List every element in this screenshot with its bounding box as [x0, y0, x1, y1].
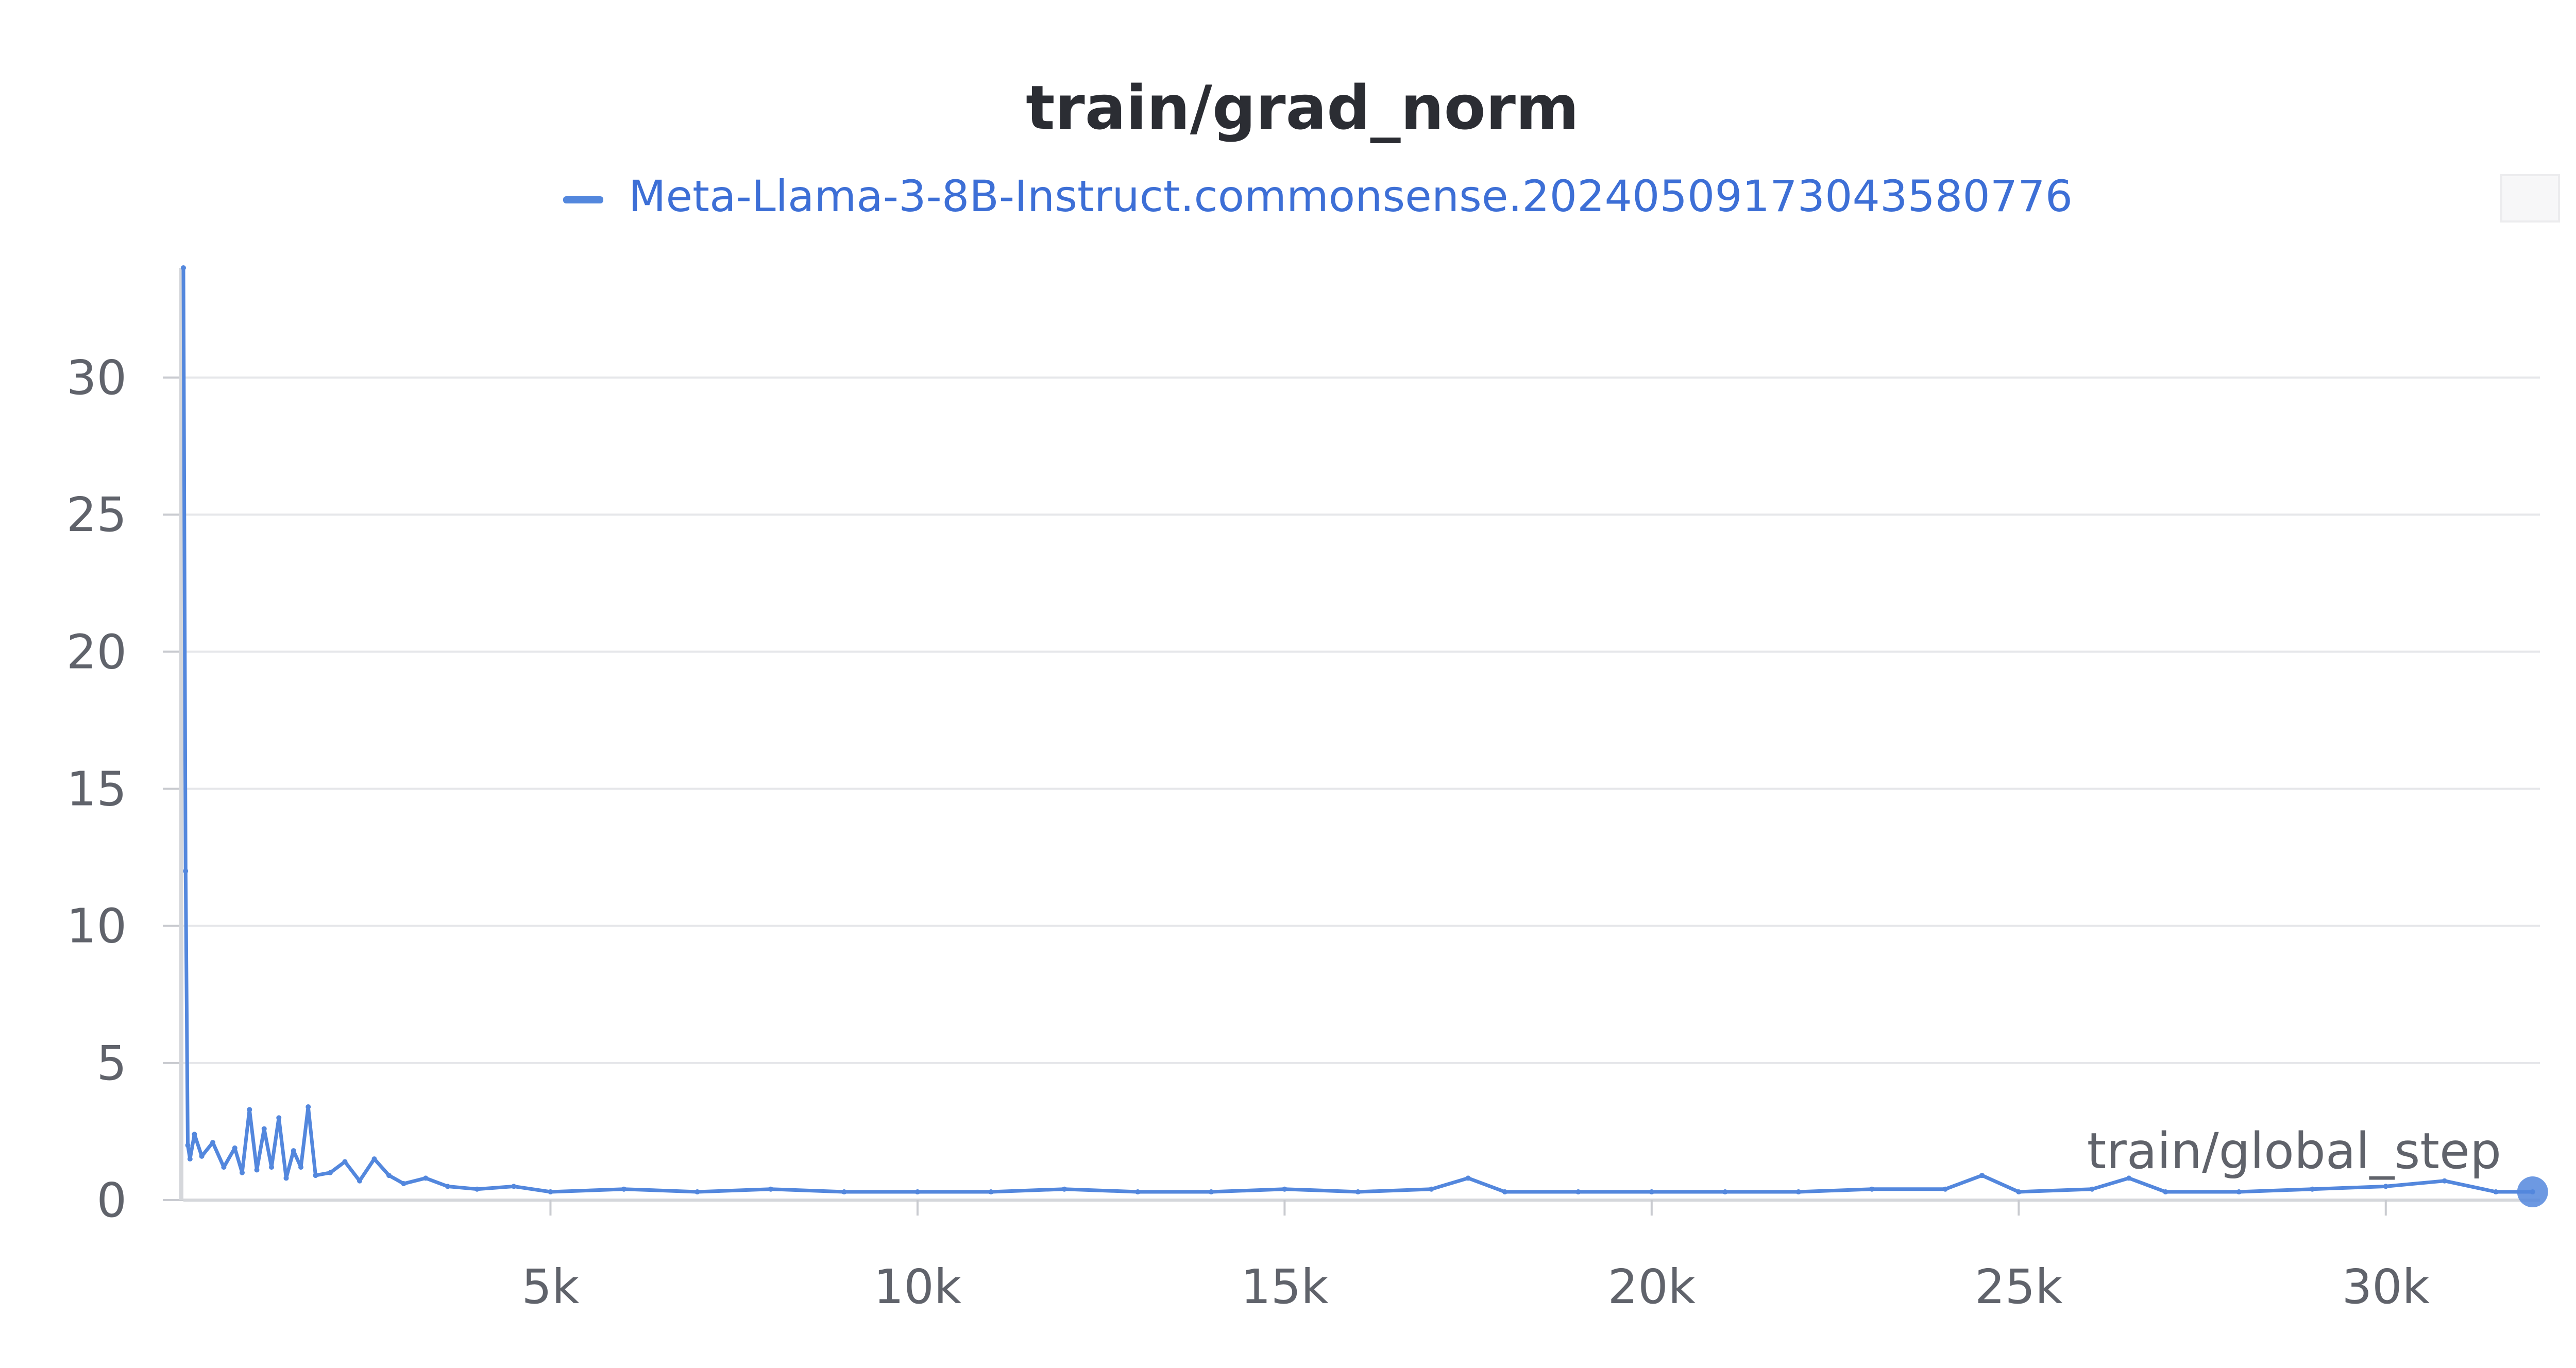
data-point — [1502, 1189, 1507, 1195]
data-point — [768, 1186, 773, 1192]
data-point — [2310, 1186, 2315, 1192]
data-point — [1795, 1189, 1801, 1195]
data-point — [283, 1175, 289, 1181]
data-point — [2236, 1189, 2242, 1195]
x-tick-label: 20k — [1608, 1259, 1696, 1314]
data-point — [291, 1148, 296, 1154]
panel-control-box[interactable] — [2500, 174, 2560, 223]
y-tick-label: 5 — [96, 1036, 127, 1091]
data-point — [199, 1153, 205, 1159]
y-tick-label: 25 — [66, 487, 127, 542]
data-point — [548, 1189, 553, 1195]
data-point — [914, 1189, 920, 1195]
data-point — [445, 1184, 450, 1189]
data-point — [401, 1181, 406, 1187]
data-point — [1061, 1186, 1067, 1192]
data-point — [1135, 1189, 1141, 1195]
data-point — [1979, 1173, 1985, 1178]
data-point — [1429, 1186, 1434, 1192]
y-tick-label: 10 — [66, 899, 127, 954]
y-tick-label: 0 — [96, 1173, 127, 1228]
data-point — [841, 1189, 847, 1195]
data-point — [306, 1104, 311, 1109]
data-point — [357, 1178, 362, 1184]
data-point — [1355, 1189, 1361, 1195]
data-point — [1575, 1189, 1581, 1195]
data-point — [1208, 1189, 1214, 1195]
data-point — [327, 1170, 333, 1175]
data-point — [313, 1173, 318, 1178]
data-point — [2383, 1184, 2388, 1189]
data-point — [268, 1165, 274, 1170]
legend-swatch — [563, 196, 603, 203]
data-point — [210, 1140, 215, 1145]
data-point — [2442, 1178, 2447, 1184]
data-point — [694, 1189, 700, 1195]
axes — [163, 268, 2540, 1216]
x-tick-label: 15k — [1241, 1259, 1329, 1314]
series-layer — [181, 265, 2548, 1208]
data-point — [988, 1189, 994, 1195]
data-point — [2016, 1189, 2022, 1195]
data-point — [261, 1126, 267, 1132]
legend[interactable]: Meta-Llama-3-8B-Instruct.commonsense.202… — [563, 171, 2073, 221]
data-point — [423, 1175, 429, 1181]
data-point — [511, 1184, 517, 1189]
data-point — [232, 1145, 238, 1151]
y-tick-label: 15 — [66, 761, 127, 816]
series-line[interactable] — [181, 267, 2533, 1194]
x-tick-label: 5k — [522, 1259, 580, 1314]
x-axis-label: train/global_step — [2087, 1122, 2501, 1180]
data-point — [1942, 1186, 1948, 1192]
series-end-marker[interactable] — [2517, 1176, 2548, 1208]
data-point — [1869, 1186, 1875, 1192]
x-tick-label: 10k — [874, 1259, 962, 1314]
data-point — [474, 1186, 480, 1192]
data-point — [247, 1107, 252, 1113]
data-point — [1649, 1189, 1654, 1195]
data-point — [185, 1142, 191, 1148]
y-tick-label: 30 — [66, 350, 127, 405]
data-point — [2126, 1175, 2132, 1181]
data-point — [187, 1156, 193, 1162]
data-point — [239, 1170, 245, 1175]
legend-entry-label: Meta-Llama-3-8B-Instruct.commonsense.202… — [629, 171, 2073, 221]
chart-text: train/grad_norm Meta-Llama-3-8B-Instruct… — [66, 72, 2560, 1314]
data-point — [183, 868, 189, 874]
data-point — [2493, 1189, 2499, 1195]
data-point — [221, 1165, 227, 1170]
x-tick-label: 25k — [1975, 1259, 2063, 1314]
data-point — [1465, 1175, 1471, 1181]
y-tick-label: 20 — [66, 624, 127, 679]
data-point — [276, 1115, 282, 1121]
data-point — [2163, 1189, 2168, 1195]
data-point — [192, 1132, 197, 1137]
chart-title: train/grad_norm — [1026, 72, 1579, 143]
x-tick-label: 30k — [2342, 1259, 2430, 1314]
data-point — [1722, 1189, 1728, 1195]
data-point — [386, 1173, 392, 1178]
data-point — [2089, 1186, 2095, 1192]
gridlines — [183, 376, 2540, 1064]
data-point — [342, 1159, 348, 1165]
data-point — [1282, 1186, 1287, 1192]
data-point — [181, 265, 186, 270]
data-point — [298, 1165, 303, 1170]
data-point — [254, 1167, 260, 1173]
data-point — [371, 1156, 377, 1162]
data-point — [621, 1186, 626, 1192]
